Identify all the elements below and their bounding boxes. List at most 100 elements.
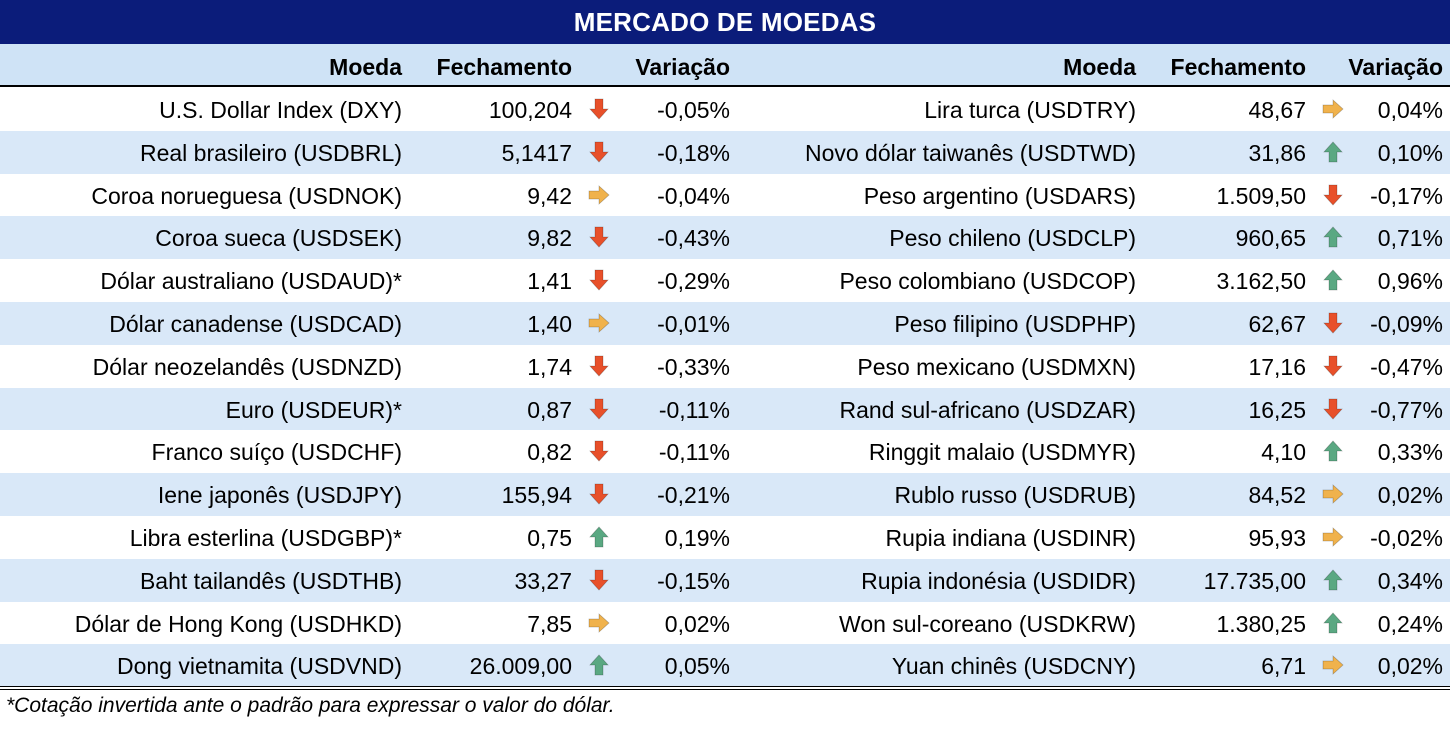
- arrow-right-icon: [1322, 526, 1344, 548]
- close-value-left: 0,82: [527, 439, 572, 466]
- change-value-right: 0,96%: [1377, 268, 1443, 295]
- change-value-left: -0,04%: [657, 182, 730, 209]
- change-value-right: 0,02%: [1377, 482, 1443, 509]
- close-value-right: 84,52: [1248, 482, 1306, 509]
- arrow-down-icon: [588, 355, 610, 377]
- change-value-right: 0,33%: [1377, 439, 1443, 466]
- table-row: Dólar canadense (USDCAD) 1,40 -0,01% Peso f…: [0, 301, 1450, 345]
- footnote: *Cotação invertida ante o padrão para ex…: [6, 694, 615, 717]
- close-value-right: 1.380,25: [1216, 610, 1306, 637]
- currency-name-left: Dólar australiano (USDAUD)*: [100, 268, 402, 295]
- arrow-up-icon: [1322, 269, 1344, 291]
- currency-name-right: Rupia indonésia (USDIDR): [861, 567, 1136, 594]
- arrow-down-icon: [1322, 312, 1344, 334]
- currency-name-right: Won sul-coreano (USDKRW): [839, 610, 1136, 637]
- change-value-right: 0,34%: [1377, 567, 1443, 594]
- table-row: Dólar australiano (USDAUD)* 1,41 -0,29% Pes…: [0, 259, 1450, 302]
- change-value-left: -0,01%: [657, 310, 730, 337]
- currency-name-left: Baht tailandês (USDTHB): [139, 567, 402, 594]
- change-value-left: 0,19%: [664, 524, 730, 551]
- currency-name-right: Novo dólar taiwanês (USDTWD): [804, 139, 1136, 166]
- change-value-right: 0,02%: [1377, 653, 1443, 680]
- currency-name-left: U.S. Dollar Index (DXY): [159, 97, 402, 123]
- table-row: Coroa norueguesa (USDNOK) 9,42 -0,04% Peso …: [0, 174, 1450, 217]
- change-value-left: -0,05%: [657, 97, 730, 123]
- currency-name-left: Coroa sueca (USDSEK): [155, 225, 402, 252]
- close-value-left: 0,75: [527, 524, 572, 551]
- close-value-right: 95,93: [1248, 524, 1306, 551]
- change-value-right: -0,09%: [1370, 310, 1443, 337]
- arrow-up-icon: [1322, 440, 1344, 462]
- close-value-right: 17,16: [1248, 353, 1306, 380]
- currency-name-left: Libra esterlina (USDGBP)*: [129, 524, 402, 551]
- close-value-left: 1,40: [527, 310, 572, 337]
- arrow-up-icon: [588, 526, 610, 548]
- arrow-right-icon: [1322, 483, 1344, 505]
- arrow-up-icon: [1322, 141, 1344, 163]
- table-bottom-rule-2: [0, 689, 1450, 690]
- table-row: Euro (USDEUR)* 0,87 -0,11% Rand sul-african…: [0, 387, 1450, 431]
- close-value-left: 5,1417: [501, 139, 572, 166]
- close-value-left: 155,94: [501, 482, 572, 509]
- close-value-right: 6,71: [1261, 653, 1306, 680]
- change-value-right: -0,17%: [1370, 182, 1443, 209]
- currency-name-left: Dólar neozelandês (USDNZD): [92, 353, 402, 380]
- header-close-left: Fechamento: [436, 54, 572, 80]
- currency-name-left: Iene japonês (USDJPY): [157, 482, 402, 509]
- currency-name-right: Lira turca (USDTRY): [924, 97, 1136, 123]
- currency-name-right: Rand sul-africano (USDZAR): [839, 396, 1136, 423]
- arrow-right-icon: [588, 184, 610, 206]
- change-value-right: -0,77%: [1370, 396, 1443, 423]
- arrow-down-icon: [588, 98, 610, 120]
- arrow-down-icon: [588, 226, 610, 248]
- table-row: Franco suíço (USDCHF) 0,82 -0,11% Ringgit m…: [0, 430, 1450, 473]
- currency-name-left: Coroa norueguesa (USDNOK): [91, 182, 402, 209]
- currency-name-right: Rublo russo (USDRUB): [894, 482, 1136, 509]
- currency-name-right: Ringgit malaio (USDMYR): [868, 439, 1136, 466]
- table-row: Dólar de Hong Kong (USDHKD) 7,85 0,02% Won …: [0, 602, 1450, 645]
- change-value-right: 0,04%: [1377, 97, 1443, 123]
- arrow-down-icon: [588, 440, 610, 462]
- header-change-right: Variação: [1348, 54, 1443, 80]
- close-value-left: 9,42: [527, 182, 572, 209]
- change-value-right: -0,02%: [1370, 524, 1443, 551]
- arrow-down-icon: [588, 569, 610, 591]
- header-currency-left: Moeda: [329, 54, 402, 80]
- currency-name-right: Peso chileno (USDCLP): [889, 225, 1136, 252]
- arrow-down-icon: [588, 483, 610, 505]
- currency-name-right: Yuan chinês (USDCNY): [891, 653, 1136, 680]
- header-close-right: Fechamento: [1170, 54, 1306, 80]
- table-row: Baht tailandês (USDTHB) 33,27 -0,15% Rupia …: [0, 558, 1450, 602]
- arrow-down-icon: [1322, 398, 1344, 420]
- close-value-left: 0,87: [527, 396, 572, 423]
- close-value-left: 33,27: [514, 567, 572, 594]
- arrow-up-icon: [1322, 226, 1344, 248]
- table-row: Dong vietnamita (USDVND) 26.009,00 0,05% Yu…: [0, 644, 1450, 688]
- close-value-right: 31,86: [1248, 139, 1306, 166]
- arrow-down-icon: [1322, 184, 1344, 206]
- change-value-left: -0,43%: [657, 225, 730, 252]
- close-value-left: 9,82: [527, 225, 572, 252]
- currency-name-right: Peso argentino (USDARS): [863, 182, 1136, 209]
- close-value-left: 100,204: [488, 97, 572, 123]
- currency-name-left: Real brasileiro (USDBRL): [139, 139, 402, 166]
- close-value-right: 48,67: [1248, 97, 1306, 123]
- currency-name-left: Dólar canadense (USDCAD): [109, 310, 402, 337]
- arrow-up-icon: [1322, 611, 1344, 634]
- table-row: Libra esterlina (USDGBP)* 0,75 0,19% Rupia …: [0, 516, 1450, 559]
- table-body: U.S. Dollar Index (DXY) 100,204 -0,05% Lira…: [0, 88, 1450, 688]
- arrow-down-icon: [588, 141, 610, 163]
- change-value-left: -0,29%: [657, 268, 730, 295]
- close-value-right: 1.509,50: [1216, 182, 1306, 209]
- change-value-left: 0,02%: [664, 610, 730, 637]
- close-value-left: 1,74: [527, 353, 572, 380]
- arrow-down-icon: [588, 269, 610, 291]
- close-value-left: 26.009,00: [469, 653, 572, 680]
- currency-name-right: Peso mexicano (USDMXN): [857, 353, 1136, 380]
- table-title: MERCADO DE MOEDAS: [0, 0, 1450, 44]
- close-value-right: 4,10: [1261, 439, 1306, 466]
- currency-name-left: Euro (USDEUR)*: [225, 396, 402, 423]
- table-bottom-rule: [0, 686, 1450, 687]
- arrow-down-icon: [588, 398, 610, 420]
